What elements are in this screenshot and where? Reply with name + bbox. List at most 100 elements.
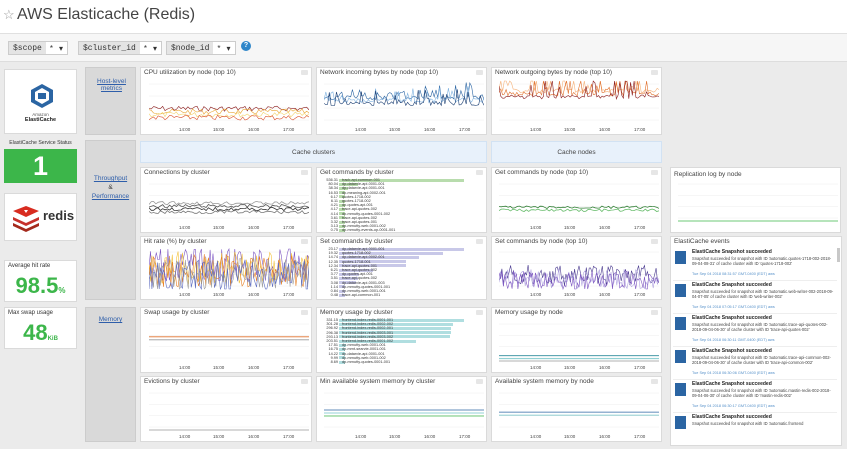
toplist-name: quotes-1718-002 [342, 199, 371, 203]
toplist-row: 0.84 dp-mrnutty-web-0001-001 [319, 289, 469, 293]
time-tick: 15:00 [564, 292, 576, 297]
toplist-row: 14.74 dp-datarvie-api-0002-001 [319, 255, 469, 259]
toplist-bar [339, 224, 345, 228]
toplist-bar [339, 203, 345, 207]
event-item[interactable]: ElastiCache Snapshot succeeded Snapshot s… [673, 346, 837, 380]
host-level-metrics-link[interactable]: Host-level metrics [97, 78, 126, 92]
toplist-bar [339, 220, 345, 224]
panel-menu-icon[interactable] [301, 70, 308, 75]
panel-menu-icon[interactable] [476, 379, 483, 384]
event-item[interactable]: ElastiCache Snapshot succeeded Snapshot s… [673, 313, 837, 347]
event-item[interactable]: ElastiCache Snapshot succeeded Snapshot s… [673, 379, 837, 413]
toplist-bar [339, 251, 444, 255]
panel-set-commands-node[interactable]: Set commands by node (top 10) 14:00 15:00… [491, 236, 662, 300]
panel-menu-icon[interactable] [301, 170, 308, 175]
panel-get-commands-cluster[interactable]: Get commands by cluster 536.31 track-api-… [316, 167, 487, 233]
panel-swap-usage[interactable]: Swap usage by cluster 14:00 15:00 16:00 17:… [140, 307, 312, 373]
panel-menu-icon[interactable] [476, 70, 483, 75]
panel-title: Min available system memory by cluster [320, 378, 436, 385]
series-line [499, 270, 659, 290]
panel-evictions[interactable]: Evictions by cluster 14:00 15:00 16:00 17:0… [140, 376, 312, 442]
toplist-row: 331.15 frontend-index-redis-0001-001 [319, 318, 469, 322]
panel-menu-icon[interactable] [476, 239, 483, 244]
memory-toplist: 331.15 frontend-index-redis-0001-001 301.2… [319, 318, 479, 372]
swap-label: Max swap usage [8, 310, 54, 316]
event-item[interactable]: ElastiCache Snapshot succeeded Snapshot s… [673, 280, 837, 314]
time-tick: 17:00 [634, 292, 646, 297]
panel-network-in[interactable]: Network incoming bytes by node (top 10) … [316, 67, 487, 135]
panel-replication-log[interactable]: Replication log by node [670, 167, 841, 233]
panel-menu-icon[interactable] [651, 70, 658, 75]
star-icon[interactable]: ☆ [3, 7, 15, 22]
panel-get-commands-node[interactable]: Get commands by node (top 10) 14:00 15:00… [491, 167, 662, 233]
panel-cpu[interactable]: CPU utilization by node (top 10) 14:00 15… [140, 67, 312, 135]
toplist-name: trace-api-quotes-002 [342, 215, 378, 220]
toplist-value: 6.17 [330, 194, 338, 199]
toplist-row: 1.14 dp-mrnutty-quotes-0001-001 [319, 285, 469, 289]
panel-title: Network incoming bytes by node (top 10) [320, 69, 439, 76]
scope-variable[interactable]: $scope * ▾ [8, 41, 68, 55]
series-line [149, 105, 309, 112]
panel-network-out[interactable]: Network outgoing bytes by node (top 10) … [491, 67, 662, 135]
toplist-value: 203.51 [326, 339, 338, 343]
time-tick: 16:00 [599, 292, 611, 297]
toplist-value: 19.32 [328, 251, 338, 256]
performance-link[interactable]: Performance [91, 193, 130, 200]
panel-menu-icon[interactable] [651, 239, 658, 244]
toplist-bar [339, 268, 373, 272]
panel-menu-icon[interactable] [301, 310, 308, 315]
help-icon[interactable]: ? [241, 41, 251, 51]
hit-rate-chart [149, 248, 309, 290]
panel-title: Evictions by cluster [144, 378, 200, 385]
cluster-id-variable[interactable]: $cluster_id * ▾ [78, 41, 162, 55]
toplist-value: 0.48 [330, 293, 338, 298]
toplist-name: dp-meaning-api-0002-001 [342, 190, 386, 195]
panel-events[interactable]: ElastiCache events ElastiCache Snapshot … [670, 236, 842, 446]
panel-connections[interactable]: Connections by cluster 14:00 15:00 16:00 17… [140, 167, 312, 233]
events-scrollbar[interactable] [837, 248, 840, 262]
group-memory: Memory [85, 307, 136, 442]
event-item[interactable]: ElastiCache Snapshot succeeded Snapshot s… [673, 247, 837, 281]
panel-set-commands-cluster[interactable]: Set commands by cluster 23.17 dp-datarvie… [316, 236, 487, 300]
node-id-variable[interactable]: $node_id * ▾ [166, 41, 236, 55]
toplist-bar [339, 191, 345, 195]
set-node-chart [499, 251, 659, 290]
panel-menu-icon[interactable] [476, 310, 483, 315]
cache-clusters-band: Cache clusters [140, 141, 487, 163]
panel-hit-rate[interactable]: Hit rate (%) by cluster 14:00 15:00 16:00 1… [140, 236, 312, 300]
panel-menu-icon[interactable] [476, 170, 483, 175]
toplist-row: 293.13 frontend-index-redis-0003-002 [319, 335, 469, 339]
memory-node-chart [499, 323, 659, 362]
toplist-value: 8.69 [330, 360, 338, 364]
time-tick: 17:00 [283, 434, 295, 439]
panel-available-memory[interactable]: Available system memory by node 14:00 15:… [491, 376, 662, 442]
toplist-row: 3.61 trace-api-quotes-002 [319, 216, 469, 220]
event-title: ElastiCache Snapshot succeeded [692, 348, 772, 354]
panel-menu-icon[interactable] [301, 379, 308, 384]
time-tick: 17:00 [283, 127, 295, 132]
time-tick: 14:00 [530, 225, 542, 230]
throughput-link[interactable]: Throughput [93, 175, 128, 182]
panel-menu-icon[interactable] [301, 239, 308, 244]
toplist-value: 301.28 [326, 322, 338, 327]
dashboard-header: ☆ AWS Elasticache (Redis) [0, 0, 847, 34]
event-time: Tue Sep 04 2018 08:31:57 GMT-0400 (EDT) … [692, 272, 775, 276]
panel-memory-cluster[interactable]: Memory usage by cluster 331.15 frontend-i… [316, 307, 487, 373]
time-tick: 16:00 [248, 127, 260, 132]
elasticache-icon [675, 317, 686, 330]
event-item[interactable]: ElastiCache Snapshot succeeded Snapshot s… [673, 412, 837, 445]
panel-min-available-memory[interactable]: Min available system memory by cluster 1… [316, 376, 487, 442]
panel-menu-icon[interactable] [651, 310, 658, 315]
panel-menu-icon[interactable] [651, 170, 658, 175]
series-line [149, 259, 309, 290]
memory-link[interactable]: Memory [98, 316, 123, 323]
time-tick: 14:00 [530, 292, 542, 297]
toplist-name: quotes-1718-001 [342, 259, 371, 264]
elasticache-icon [675, 383, 686, 396]
panel-memory-node[interactable]: Memory usage by node 14:00 15:00 16:00 17:0… [491, 307, 662, 373]
time-tick: 15:00 [213, 292, 225, 297]
toplist-value: 331.15 [326, 318, 338, 322]
event-body: Snapshot succeeded for snapshot with ID … [692, 289, 834, 299]
panel-menu-icon[interactable] [651, 379, 658, 384]
event-title: ElastiCache Snapshot succeeded [692, 414, 772, 420]
